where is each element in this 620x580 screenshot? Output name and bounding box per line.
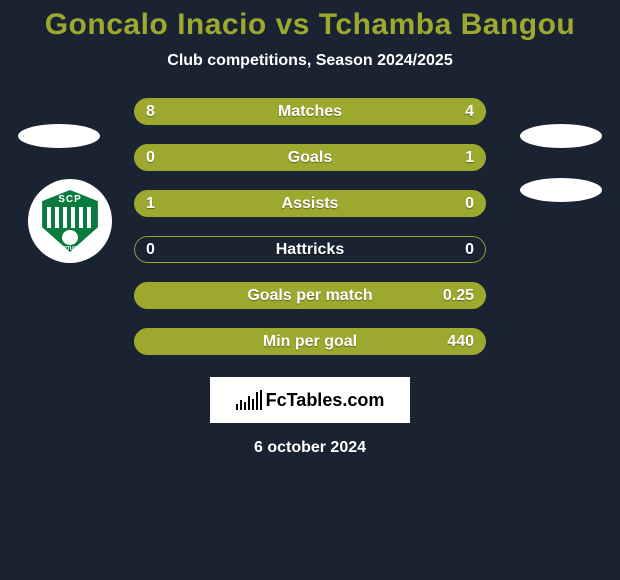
stat-row-goals-per-match: Goals per match 0.25 — [134, 282, 486, 309]
stat-row-assists: 1 Assists 0 — [134, 190, 486, 217]
scp-stripes — [47, 207, 93, 228]
club-right-badge-placeholder — [520, 178, 602, 202]
stat-row-hattricks: 0 Hattricks 0 — [134, 236, 486, 263]
player-left-avatar-placeholder — [18, 124, 100, 148]
stat-value-right: 440 — [447, 328, 474, 355]
scp-ball-icon — [62, 230, 78, 245]
page-title: Goncalo Inacio vs Tchamba Bangou — [45, 8, 576, 42]
stat-value-right: 1 — [465, 144, 474, 171]
stat-label: Min per goal — [134, 328, 486, 355]
branding-text: FcTables.com — [266, 390, 385, 411]
scp-country-text: PORTUGAL — [56, 246, 84, 252]
stat-row-matches: 8 Matches 4 — [134, 98, 486, 125]
stat-value-right: 0 — [465, 236, 474, 263]
player-right-avatar-placeholder — [520, 124, 602, 148]
branding-panel: FcTables.com — [210, 377, 410, 423]
stat-value-right: 4 — [465, 98, 474, 125]
scp-badge-text: SCP — [58, 194, 82, 205]
stat-value-right: 0.25 — [443, 282, 474, 309]
club-left-badge: SCP PORTUGAL — [28, 179, 112, 263]
stat-label: Matches — [134, 98, 486, 125]
stat-label: Assists — [134, 190, 486, 217]
scp-shield: SCP PORTUGAL — [39, 190, 101, 252]
stat-row-min-per-goal: Min per goal 440 — [134, 328, 486, 355]
date-label: 6 october 2024 — [254, 439, 366, 457]
stat-value-right: 0 — [465, 190, 474, 217]
stats-list: 8 Matches 4 0 Goals 1 1 Assists 0 0 Hatt… — [134, 98, 486, 355]
stat-label: Goals — [134, 144, 486, 171]
scp-badge: SCP PORTUGAL — [39, 190, 101, 252]
page-subtitle: Club competitions, Season 2024/2025 — [167, 52, 452, 70]
stat-row-goals: 0 Goals 1 — [134, 144, 486, 171]
stat-label: Hattricks — [134, 236, 486, 263]
bar-chart-icon — [236, 390, 262, 410]
stat-label: Goals per match — [134, 282, 486, 309]
